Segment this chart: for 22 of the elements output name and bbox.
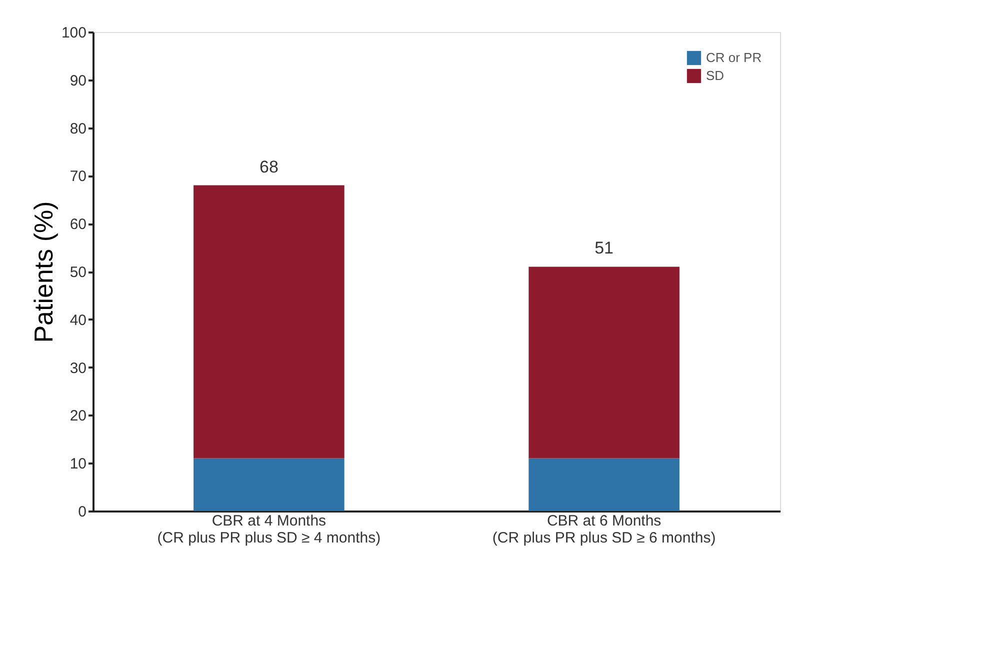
y-tick-label: 50: [70, 264, 86, 281]
y-tick-label: 80: [70, 120, 86, 138]
y-tick-label: 70: [70, 168, 86, 186]
legend-label: SD: [706, 68, 724, 83]
total-label: 51: [594, 238, 614, 258]
y-tick-label: 100: [61, 24, 86, 42]
total-label: 68: [259, 157, 278, 176]
y-tick-label: 90: [70, 72, 86, 90]
y-tick-label: 20: [70, 408, 86, 425]
legend-label: CR or PR: [706, 50, 762, 65]
y-tick-label: 0: [78, 504, 86, 520]
y-tick-label: 60: [70, 216, 86, 234]
bar: [528, 458, 680, 511]
y-tick-label: 30: [70, 360, 86, 377]
bar: [194, 185, 344, 458]
x-tick-label: CBR at 4 Months (CR plus PR plus SD ≥ 4 months): [157, 512, 381, 546]
x-tick-label: CBR at 6 Months (CR plus PR plus SD ≥ 6 months): [492, 512, 716, 546]
y-axis-title: Patients (%): [28, 201, 58, 343]
y-tick-label: 40: [70, 312, 86, 329]
y-tick-label: 10: [70, 456, 86, 473]
bar: [528, 266, 680, 458]
bar: [194, 458, 344, 511]
